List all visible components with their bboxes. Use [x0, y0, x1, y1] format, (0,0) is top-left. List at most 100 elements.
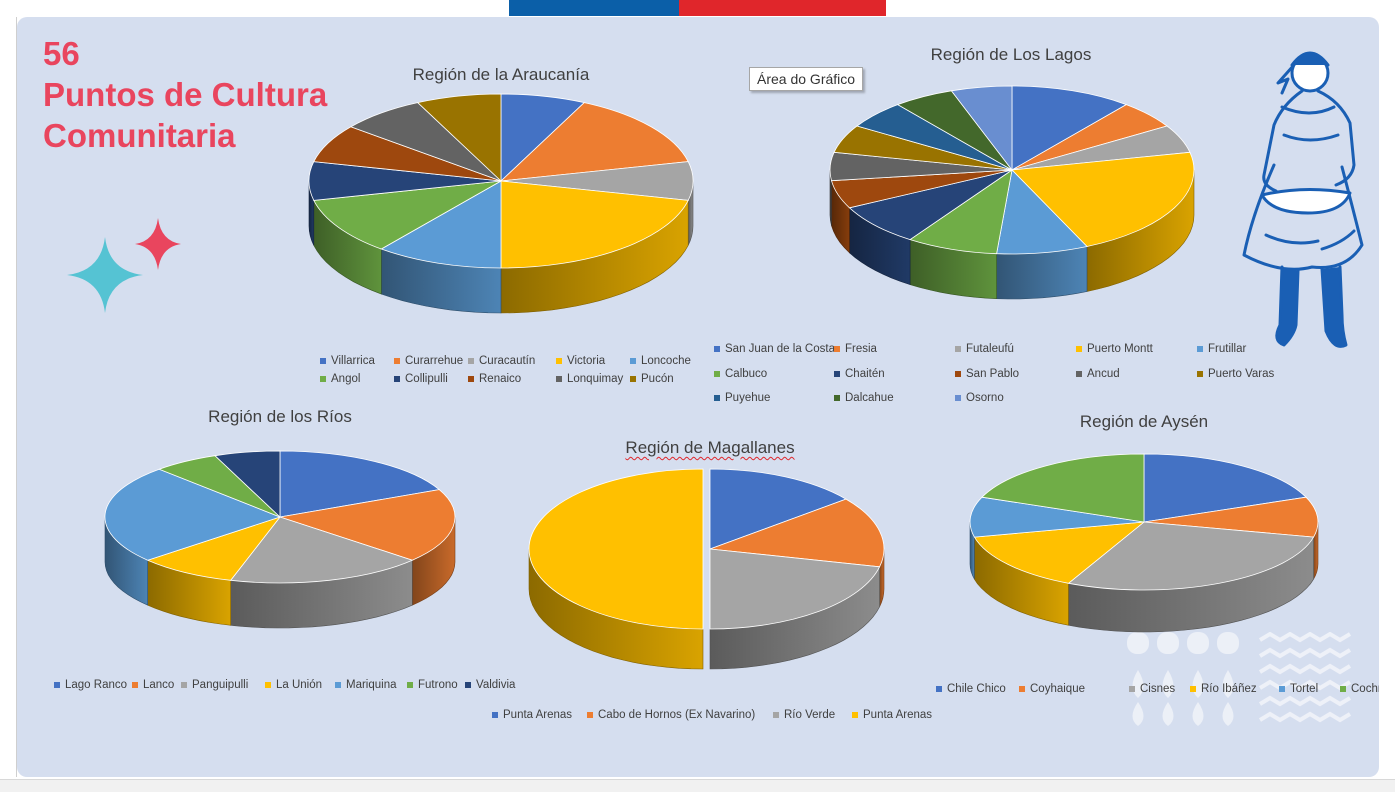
chart-area-tooltip: Área do Gráfico [749, 67, 864, 91]
legend-label: Lanco [143, 679, 175, 691]
legend-item-osorno[interactable]: Osorno [955, 392, 1004, 404]
legend-item-cochrane[interactable]: Cochrane [1340, 683, 1379, 695]
legend-label: Futaleufú [966, 343, 1014, 355]
legend-item-puyehue[interactable]: Puyehue [714, 392, 770, 404]
legend-swatch-icon [265, 682, 271, 688]
pie-slice-osorno[interactable] [950, 85, 1013, 172]
pie-chart-region-de-magallanes[interactable] [528, 468, 885, 670]
legend-item-ancud[interactable]: Ancud [1076, 368, 1120, 380]
legend-item-punta-arenas[interactable]: Punta Arenas [852, 709, 932, 721]
legend-swatch-icon [320, 358, 326, 364]
legend-item-panguipulli[interactable]: Panguipulli [181, 679, 248, 691]
legend-item-curarrehue[interactable]: Curarrehue [394, 355, 463, 367]
legend-item-coyhaique[interactable]: Coyhaique [1019, 683, 1085, 695]
pie-slice-cisnes[interactable] [1067, 521, 1315, 591]
legend-swatch-icon [773, 712, 779, 718]
legend-item-punta-arenas[interactable]: Punta Arenas [492, 709, 572, 721]
legend-item-lago-ranco[interactable]: Lago Ranco [54, 679, 127, 691]
slide-canvas[interactable]: 56 Puntos de Cultura Comunitaria [17, 17, 1379, 777]
legend-item-futrono[interactable]: Futrono [407, 679, 458, 691]
legend-label: Punta Arenas [863, 709, 933, 721]
legend-label: Puyehue [725, 392, 771, 404]
legend-swatch-icon [955, 370, 961, 377]
legend-swatch-icon [630, 376, 636, 382]
legend-label: Cabo de Hornos (Ex Navarino) [598, 709, 756, 721]
legend-item-chaiten[interactable]: Chaitén [834, 368, 885, 380]
legend-item-loncoche[interactable]: Loncoche [630, 355, 691, 367]
pie-slice-lanco[interactable] [279, 489, 456, 561]
pie-slice-rio-verde[interactable] [709, 548, 881, 630]
pie-slice-cabo-de-hornos-ex-navarino[interactable] [709, 498, 885, 568]
pie-slice-curarrehue[interactable] [499, 102, 689, 182]
legend-item-renaico[interactable]: Renaico [468, 373, 521, 385]
pie-slice-coyhaique[interactable] [1143, 496, 1319, 538]
pie-slice-punta-arenas[interactable] [709, 468, 847, 550]
legend-swatch-icon [556, 376, 562, 382]
legend-item-frutillar[interactable]: Frutillar [1197, 343, 1246, 355]
legend-swatch-icon [955, 395, 961, 401]
legend-label: Dalcahue [845, 392, 894, 404]
pie-slice-la-union[interactable] [146, 516, 282, 581]
legend-item-fresia[interactable]: Fresia [834, 343, 877, 355]
pie-chart-region-de-aysen[interactable] [969, 453, 1319, 633]
legend-swatch-icon [1197, 370, 1203, 377]
window-bottom-bar [0, 779, 1395, 792]
pie-slice-angol[interactable] [313, 180, 502, 250]
legend-item-valdivia[interactable]: Valdivia [465, 679, 515, 691]
legend-item-la-union[interactable]: La Unión [265, 679, 322, 691]
legend-item-curacautin[interactable]: Curacautín [468, 355, 535, 367]
legend-label: Futrono [418, 679, 458, 691]
pie-slice-san-juan-de-la-costa[interactable] [1011, 85, 1128, 171]
legend-item-villarrica[interactable]: Villarrica [320, 355, 375, 367]
pie-slice-cochrane[interactable] [981, 453, 1145, 523]
legend-label: Chile Chico [947, 683, 1006, 695]
pie-charts-area[interactable] [17, 17, 1379, 777]
flag-stripe-blue [509, 0, 679, 16]
pie-slice-chaiten[interactable] [848, 169, 1013, 241]
legend-item-san-juan-de-la-costa[interactable]: San Juan de la Costa [714, 343, 835, 355]
legend-item-dalcahue[interactable]: Dalcahue [834, 392, 894, 404]
page-heading: 56 Puntos de Cultura Comunitaria [43, 33, 327, 156]
pie-slice-puerto-montt[interactable] [1011, 151, 1195, 247]
legend-label: Ancud [1087, 367, 1120, 380]
legend-item-cisnes[interactable]: Cisnes [1129, 683, 1175, 695]
legend-item-tortel[interactable]: Tortel [1279, 683, 1318, 695]
legend-label: San Juan de la Costa [725, 343, 835, 355]
legend-item-cabo-de-hornos-ex-navarino[interactable]: Cabo de Hornos (Ex Navarino) [587, 709, 755, 721]
pie-slice-pucon[interactable] [416, 93, 502, 182]
legend-item-collipulli[interactable]: Collipulli [394, 373, 448, 385]
pie-slice-punta-arenas[interactable] [528, 468, 704, 630]
legend-item-victoria[interactable]: Victoria [556, 355, 605, 367]
legend-item-futaleufu[interactable]: Futaleufú [955, 343, 1014, 355]
legend-swatch-icon [955, 346, 961, 352]
legend-item-puerto-montt[interactable]: Puerto Montt [1076, 343, 1153, 355]
pie-slice-mariquina[interactable] [104, 468, 282, 561]
legend-label: San Pablo [966, 367, 1020, 380]
pie-chart-region-de-los-lagos[interactable] [829, 85, 1195, 300]
legend-item-san-pablo[interactable]: San Pablo [955, 368, 1019, 380]
legend-item-puerto-varas[interactable]: Puerto Varas [1197, 368, 1274, 380]
legend-item-lonquimay[interactable]: Lonquimay [556, 373, 623, 385]
pie-slice-valdivia[interactable] [214, 450, 281, 518]
pie-slice-calbuco[interactable] [909, 169, 1013, 255]
pie-slice-tortel[interactable] [969, 496, 1145, 538]
legend-swatch-icon [1076, 370, 1082, 377]
legend-item-lanco[interactable]: Lanco [132, 679, 174, 691]
legend-item-rio-verde[interactable]: Río Verde [773, 709, 835, 721]
pie-slice-panguipulli[interactable] [229, 516, 414, 584]
legend-item-angol[interactable]: Angol [320, 373, 360, 385]
pie-slice-lago-ranco[interactable] [279, 450, 441, 518]
legend-item-rio-ibanez[interactable]: Río Ibáñez [1190, 683, 1257, 695]
pie-slice-rio-ibanez[interactable] [973, 521, 1146, 584]
legend-item-pucon[interactable]: Pucón [630, 373, 674, 385]
pie-slice-frutillar[interactable] [996, 169, 1088, 255]
pie-slice-loncoche[interactable] [380, 180, 502, 269]
pie-chart-region-de-la-araucania[interactable] [308, 93, 694, 314]
pie-slice-chile-chico[interactable] [1143, 453, 1307, 523]
legend-item-chile-chico[interactable]: Chile Chico [936, 683, 1006, 695]
pie-chart-region-de-los-rios[interactable] [104, 450, 456, 629]
legend-item-calbuco[interactable]: Calbuco [714, 368, 767, 380]
legend-swatch-icon [335, 682, 341, 688]
pie-slice-victoria[interactable] [500, 180, 689, 269]
legend-item-mariquina[interactable]: Mariquina [335, 679, 397, 691]
